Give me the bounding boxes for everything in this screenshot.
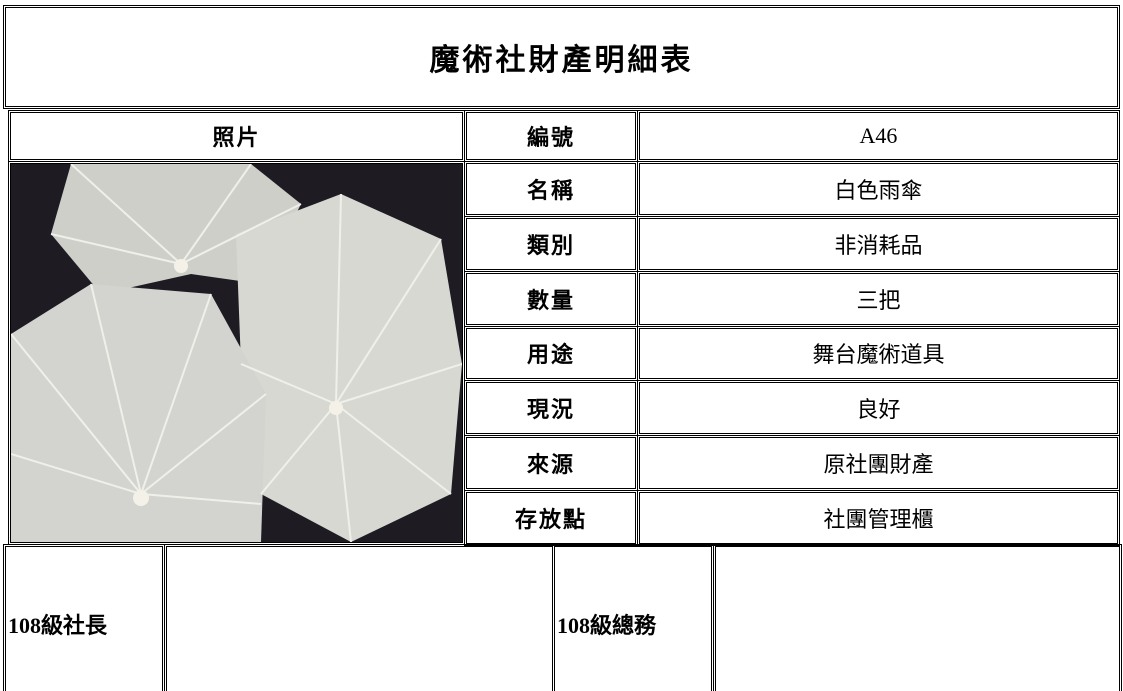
field-label: 類別 [464, 215, 638, 272]
field-value: 社團管理櫃 [637, 490, 1120, 546]
field-value: 良好 [637, 380, 1120, 437]
signature-label: 108級總務 [552, 544, 714, 691]
field-value: A46 [637, 110, 1120, 162]
photo-cell [8, 161, 465, 545]
field-value: 原社團財產 [637, 435, 1120, 492]
field-label: 存放點 [464, 490, 638, 546]
signature-box [164, 544, 555, 691]
field-label: 編號 [464, 110, 638, 162]
signature-label: 108級社長 [3, 544, 165, 691]
field-value: 舞台魔術道具 [637, 325, 1120, 382]
photo-label: 照片 [8, 110, 465, 162]
signature-box [713, 544, 1122, 691]
field-value: 白色雨傘 [637, 161, 1120, 217]
field-value: 三把 [637, 270, 1120, 327]
field-label: 數量 [464, 270, 638, 327]
document-title: 魔術社財產明細表 [3, 5, 1120, 109]
field-label: 名稱 [464, 161, 638, 217]
field-label: 來源 [464, 435, 638, 492]
field-label: 現況 [464, 380, 638, 437]
field-label: 用途 [464, 325, 638, 382]
field-value: 非消耗品 [637, 215, 1120, 272]
umbrella-photo [11, 164, 462, 542]
